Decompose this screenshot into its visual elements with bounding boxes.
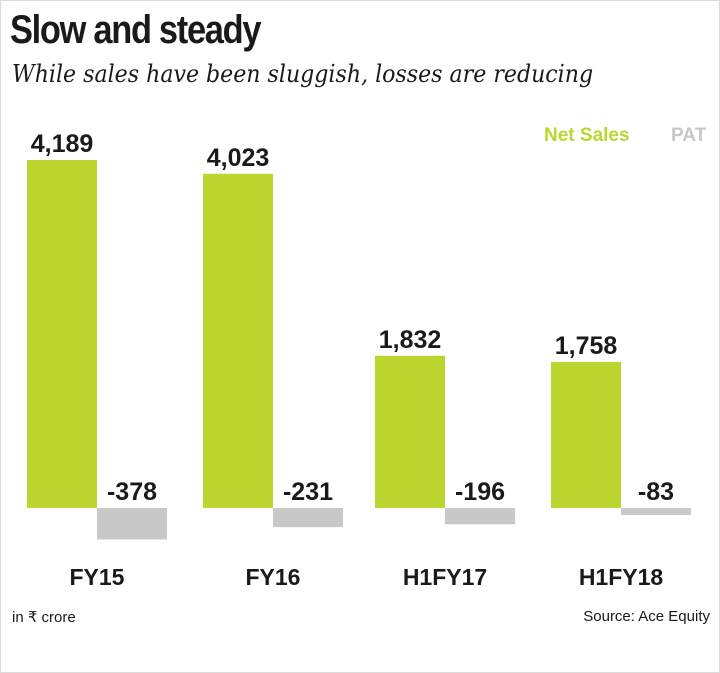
source-note: Source: Ace Equity bbox=[583, 608, 710, 625]
chart-title: Slow and steady bbox=[10, 8, 261, 52]
pat-bar-h1fy18 bbox=[621, 508, 691, 515]
net-sales-bar-fy16 bbox=[203, 173, 273, 508]
legend-net-sales: Net Sales bbox=[544, 125, 630, 146]
category-label-fy15: FY15 bbox=[70, 564, 125, 590]
pat-label-h1fy18: -83 bbox=[638, 478, 674, 506]
category-label-h1fy18: H1FY18 bbox=[579, 564, 664, 590]
net-sales-bar-h1fy17 bbox=[375, 355, 445, 508]
chart-subtitle: While sales have been sluggish, losses a… bbox=[12, 60, 594, 88]
net-sales-bar-fy15 bbox=[27, 160, 97, 508]
pat-bar-fy15 bbox=[97, 508, 167, 540]
pat-label-fy16: -231 bbox=[283, 478, 333, 506]
pat-label-h1fy17: -196 bbox=[455, 478, 505, 506]
bar-chart: 4,189 -378 FY15 4,023 -231 FY16 1,832 -196 H1FY1… bbox=[27, 130, 691, 590]
category-label-fy16: FY16 bbox=[246, 564, 301, 590]
net-sales-bar-h1fy18 bbox=[551, 361, 621, 508]
pat-bar-h1fy17 bbox=[445, 508, 515, 525]
legend-pat: PAT bbox=[671, 125, 707, 146]
pat-bar-fy16 bbox=[273, 508, 343, 528]
pat-label-fy15: -378 bbox=[107, 478, 157, 506]
category-label-h1fy17: H1FY17 bbox=[403, 564, 487, 590]
net-sales-label-fy16: 4,023 bbox=[207, 144, 270, 172]
net-sales-label-h1fy18: 1,758 bbox=[555, 332, 618, 360]
unit-note: in ₹ crore bbox=[12, 609, 76, 626]
net-sales-label-fy15: 4,189 bbox=[31, 130, 94, 158]
net-sales-label-h1fy17: 1,832 bbox=[379, 326, 442, 354]
